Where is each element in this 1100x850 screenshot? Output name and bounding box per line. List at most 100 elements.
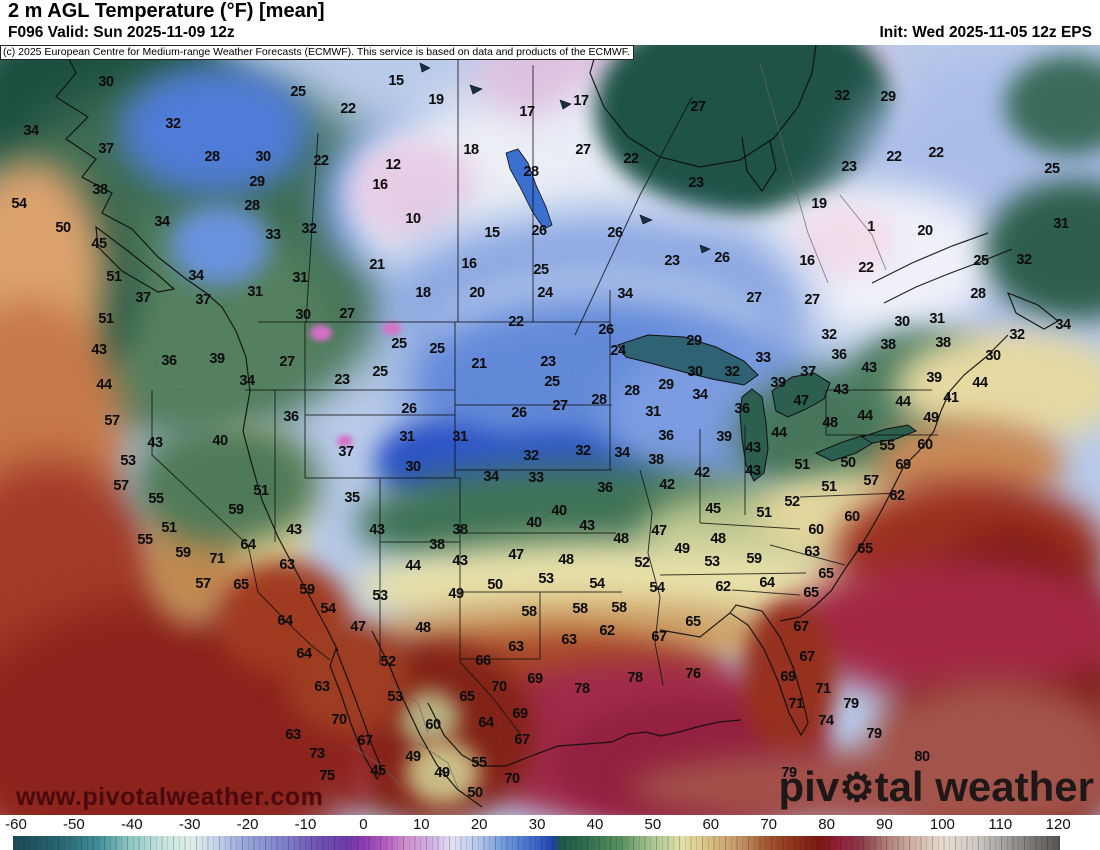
temperature-value-label: 34: [23, 123, 39, 139]
temperature-value-label: 63: [508, 639, 524, 655]
temperature-value-label: 44: [96, 377, 112, 393]
temperature-value-label: 35: [344, 490, 360, 506]
temperature-value-label: 54: [649, 580, 665, 596]
temperature-value-label: 19: [811, 196, 827, 212]
james-bay: [741, 136, 777, 193]
temperature-value-label: 34: [692, 387, 708, 403]
temperature-value-label: 33: [755, 350, 771, 366]
temperature-value-label: 75: [319, 768, 335, 784]
temperature-value-label: 29: [880, 89, 896, 105]
temperature-value-label: 30: [405, 459, 421, 475]
temperature-value-label: 57: [113, 478, 129, 494]
temperature-value-label: 48: [415, 620, 431, 636]
temperature-value-label: 43: [91, 342, 107, 358]
temperature-value-label: 49: [923, 410, 939, 426]
temperature-value-label: 71: [209, 551, 225, 567]
temperature-value-label: 71: [815, 681, 831, 697]
colorbar-tick: 0: [359, 816, 368, 833]
temperature-value-label: 34: [1055, 317, 1071, 333]
temperature-value-label: 16: [461, 256, 477, 272]
temperature-value-label: 26: [531, 223, 547, 239]
temperature-value-label: 60: [844, 509, 860, 525]
temperature-value-label: 40: [526, 515, 542, 531]
gear-icon: ⚙: [839, 766, 875, 810]
temperature-value-label: 57: [863, 473, 879, 489]
temperature-value-label: 26: [511, 405, 527, 421]
temperature-value-label: 30: [255, 149, 271, 165]
temperature-value-label: 23: [688, 175, 704, 191]
temperature-value-label: 29: [249, 174, 265, 190]
temperature-value-label: 51: [253, 483, 269, 499]
lake-winnipeg: [505, 148, 553, 230]
temperature-value-label: 17: [573, 93, 589, 109]
temperature-value-label: 50: [840, 455, 856, 471]
small-lake-speck: [699, 244, 711, 254]
pacific-coastline: [55, 45, 339, 652]
temperature-value-label: 51: [98, 311, 114, 327]
colorbar-tick: -20: [236, 816, 259, 833]
temperature-value-label: 51: [756, 505, 772, 521]
temperature-value-label: 65: [857, 541, 873, 557]
st-lawrence-north: [871, 232, 989, 284]
temperature-value-label: 47: [350, 619, 366, 635]
temperature-value-label: 65: [818, 566, 834, 582]
temperature-value-label: 20: [917, 223, 933, 239]
temperature-value-label: 34: [188, 268, 204, 284]
small-lake-speck: [419, 62, 431, 73]
colorbar-tick: 40: [586, 816, 604, 833]
lake-michigan: [739, 388, 769, 482]
temperature-value-label: 60: [917, 437, 933, 453]
temperature-value-label: 67: [799, 649, 815, 665]
temperature-value-label: 55: [471, 755, 487, 771]
temperature-value-label: 36: [831, 347, 847, 363]
small-lake-speck: [639, 214, 653, 225]
temperature-value-label: 49: [405, 749, 421, 765]
temperature-value-label: 70: [331, 712, 347, 728]
temperature-value-label: 51: [794, 457, 810, 473]
temperature-value-label: 32: [301, 221, 317, 237]
colorbar-tick: 100: [929, 816, 955, 833]
temperature-value-label: 64: [277, 613, 293, 629]
temperature-value-label: 59: [175, 545, 191, 561]
temperature-value-label: 29: [686, 333, 702, 349]
temperature-value-label: 48: [613, 531, 629, 547]
temperature-value-label: 22: [928, 145, 944, 161]
temperature-value-label: 64: [478, 715, 494, 731]
temperature-value-label: 32: [523, 448, 539, 464]
temperature-value-label: 23: [334, 372, 350, 388]
temperature-value-label: 36: [283, 409, 299, 425]
colorbar-tick: 120: [1045, 816, 1071, 833]
temperature-value-label: 38: [648, 452, 664, 468]
atlantic-coastline: [779, 334, 1009, 622]
temperature-value-label: 25: [533, 262, 549, 278]
temperature-value-label: 22: [508, 314, 524, 330]
colorbar-tick: 60: [702, 816, 720, 833]
temperature-value-label: 58: [572, 601, 588, 617]
colorbar-tick: 10: [412, 816, 430, 833]
temperature-value-label: 32: [1009, 327, 1025, 343]
temperature-value-label: 37: [195, 292, 211, 308]
colorbar-tick: 20: [470, 816, 488, 833]
temperature-value-label: 40: [551, 503, 567, 519]
temperature-value-label: 62: [599, 623, 615, 639]
temperature-value-label: 63: [804, 544, 820, 560]
temperature-value-label: 65: [459, 689, 475, 705]
temperature-value-label: 28: [591, 392, 607, 408]
gulf-coastline: [427, 702, 742, 767]
temperature-value-label: 36: [658, 428, 674, 444]
temperature-value-label: 27: [552, 398, 568, 414]
temperature-value-label: 45: [705, 501, 721, 517]
temperature-value-label: 10: [405, 211, 421, 227]
nova-scotia: [1006, 291, 1060, 330]
temperature-value-label: 25: [973, 253, 989, 269]
temperature-value-label: 34: [483, 469, 499, 485]
state-borders-plains: [455, 290, 622, 736]
mexico-state-borders: [349, 194, 887, 789]
temperature-value-label: 36: [597, 480, 613, 496]
temperature-value-label: 16: [372, 177, 388, 193]
temperature-value-label: 30: [985, 348, 1001, 364]
temperature-map: 30 25 15 19 17 17 27 32 29 22 34 32 37 28 30 22 18 12 27 22…: [0, 45, 1100, 815]
temperature-value-label: 69: [780, 669, 796, 685]
temperature-value-label: 30: [295, 307, 311, 323]
temperature-value-label: 38: [880, 337, 896, 353]
